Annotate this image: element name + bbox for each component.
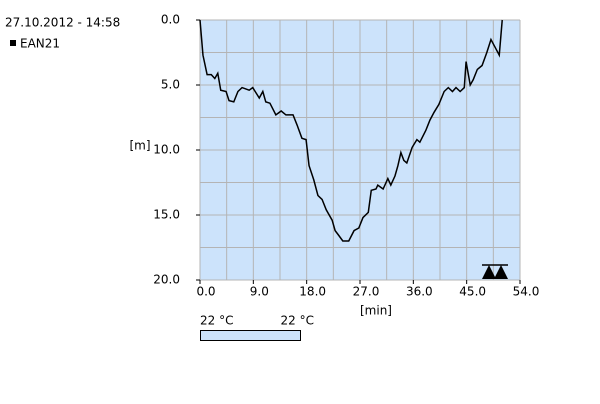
x-tick-label: 18.0 xyxy=(299,285,326,299)
temperature-left: 22 °C xyxy=(200,314,233,328)
legend-label: EAN21 xyxy=(20,37,60,51)
y-axis-label: [m] xyxy=(129,139,150,153)
x-tick-label: 0.0 xyxy=(196,285,215,299)
legend-swatch xyxy=(10,40,16,46)
y-tick-label: 15.0 xyxy=(153,208,180,222)
y-tick-label: 20.0 xyxy=(153,273,180,287)
y-tick-label: 10.0 xyxy=(153,143,180,157)
x-tick-label: 27.0 xyxy=(353,285,380,299)
x-axis-label: [min] xyxy=(360,304,392,318)
header-timestamp: 27.10.2012 - 14:58 xyxy=(5,16,120,30)
marker-icon xyxy=(494,265,508,279)
y-tick-label: 0.0 xyxy=(161,13,180,27)
temperature-bar xyxy=(200,330,301,341)
x-tick-label: 9.0 xyxy=(250,285,269,299)
marker-icon xyxy=(482,265,496,279)
x-tick-label: 54.0 xyxy=(513,285,540,299)
x-tick-label: 45.0 xyxy=(459,285,486,299)
surface-markers xyxy=(482,264,508,279)
temperature-right: 22 °C xyxy=(281,314,314,328)
x-tick-label: 36.0 xyxy=(406,285,433,299)
y-tick-label: 5.0 xyxy=(161,78,180,92)
data-line xyxy=(199,19,503,242)
